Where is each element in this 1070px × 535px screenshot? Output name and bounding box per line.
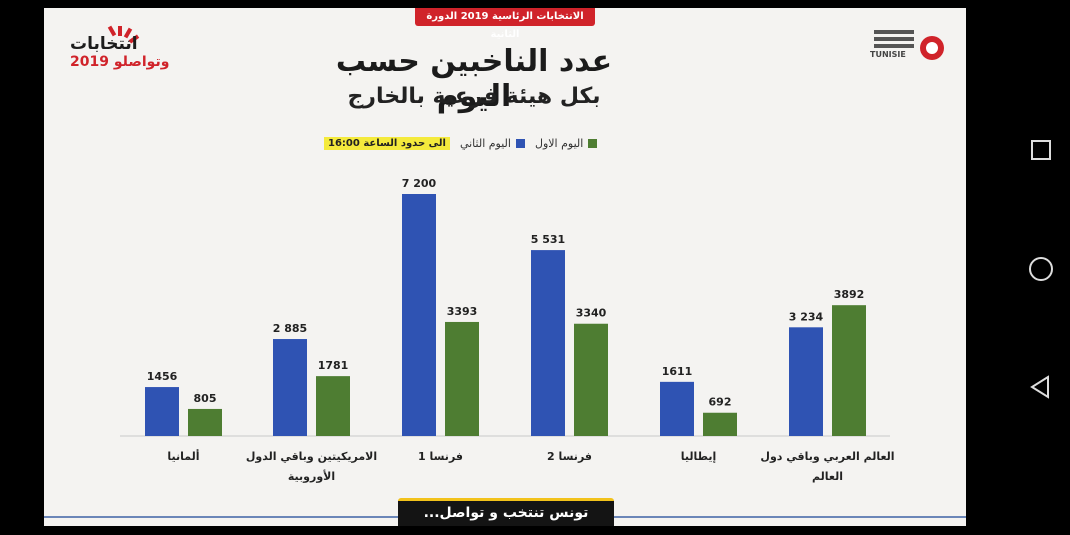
bar-day1-4 bbox=[703, 412, 737, 436]
bar-day2-2 bbox=[402, 194, 436, 436]
category-label-2: فرنسا 1 bbox=[418, 450, 463, 463]
home-icon[interactable] bbox=[1027, 255, 1055, 283]
data-label-day2-1: 2 885 bbox=[273, 322, 307, 335]
data-label-day1-5: 3892 bbox=[834, 288, 865, 301]
bar-day2-0 bbox=[145, 387, 179, 436]
category-label-4: إيطاليا bbox=[681, 450, 717, 463]
category-label-5: العالم bbox=[812, 470, 843, 483]
legend-label-day1: اليوم الاول bbox=[534, 136, 584, 150]
chart-subtitle: بكل هيئة فرعية بالخارج bbox=[347, 84, 601, 109]
legend-label-day2: اليوم الثاني bbox=[459, 136, 511, 150]
legend-item-day2: اليوم الثاني bbox=[460, 137, 525, 150]
data-label-day1-0: 805 bbox=[194, 392, 217, 405]
data-label-day1-1: 1781 bbox=[318, 359, 349, 372]
data-label-day1-3: 3340 bbox=[576, 307, 607, 320]
chart-title: عدد الناخبين حسب اليوم bbox=[335, 44, 613, 114]
data-label-day2-4: 1611 bbox=[662, 365, 693, 378]
bar-day2-5 bbox=[789, 327, 823, 436]
isie-logo bbox=[874, 30, 944, 60]
bar-chart: 1456 805 ألمانيا 2 885 1781 الامريكيتين وباقي… bbox=[120, 177, 895, 483]
bar-day1-5 bbox=[832, 305, 866, 436]
data-label-day2-0: 1456 bbox=[147, 370, 178, 383]
category-label-5: العالم العربي وباقي دول bbox=[760, 450, 894, 463]
legend-swatch-day1 bbox=[588, 138, 598, 148]
category-label-3: فرنسا 2 bbox=[547, 450, 592, 463]
category-label-1: الامريكيتين وباقي الدول bbox=[246, 450, 377, 463]
category-label-1: الأوروبية bbox=[288, 469, 335, 483]
data-label-day2-2: 7 200 bbox=[402, 177, 437, 190]
category-label-0: ألمانيا bbox=[167, 449, 199, 463]
data-label-day2-3: 5 531 bbox=[531, 233, 565, 246]
bar-day1-1 bbox=[316, 376, 350, 436]
data-label-day2-5: 3 234 bbox=[789, 310, 824, 323]
back-icon[interactable] bbox=[1028, 374, 1054, 400]
legend-swatch-day2 bbox=[515, 138, 525, 148]
election-banner: الانتخابات الرئاسية 2019 الدورة الثانية bbox=[415, 8, 595, 40]
logo-left-year: 2019 وتواصلو bbox=[70, 54, 170, 70]
presentation-slide: الانتخابات الرئاسية 2019 الدورة الثانية … bbox=[44, 8, 966, 526]
bar-day2-4 bbox=[660, 381, 694, 436]
recent-apps-icon[interactable] bbox=[1029, 138, 1053, 162]
data-label-day1-2: 3393 bbox=[447, 305, 478, 318]
logo-right-text: TUNISIE bbox=[870, 50, 906, 59]
bar-day1-3 bbox=[574, 323, 608, 436]
legend-item-day1: اليوم الاول bbox=[534, 136, 598, 150]
footer-slogan: تونس تنتخب و تواصل... bbox=[398, 498, 614, 526]
bar-day2-1 bbox=[273, 339, 307, 436]
bar-day2-3 bbox=[531, 250, 565, 436]
elections-logo bbox=[107, 25, 140, 44]
data-label-day1-4: 692 bbox=[709, 396, 732, 409]
time-note: الى حدود الساعة 16:00 bbox=[324, 136, 450, 150]
bar-day1-2 bbox=[445, 321, 479, 436]
chart-legend: الى حدود الساعة 16:00 اليوم الثاني اليوم… bbox=[324, 134, 598, 152]
bar-day1-0 bbox=[188, 408, 222, 436]
logo-left-text: انتخابات bbox=[70, 34, 138, 54]
